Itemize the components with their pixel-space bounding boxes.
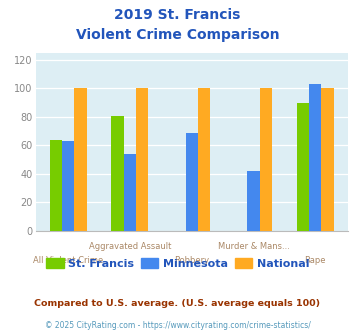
Text: © 2025 CityRating.com - https://www.cityrating.com/crime-statistics/: © 2025 CityRating.com - https://www.city…: [45, 321, 310, 330]
Bar: [50, 140, 62, 231]
Bar: [62, 141, 75, 231]
Text: Violent Crime Comparison: Violent Crime Comparison: [76, 28, 279, 42]
Bar: [297, 103, 309, 231]
Text: All Violent Crime: All Violent Crime: [33, 256, 103, 265]
Bar: [124, 154, 136, 231]
Text: 2019 St. Francis: 2019 St. Francis: [114, 8, 241, 22]
Text: Murder & Mans...: Murder & Mans...: [218, 242, 289, 251]
Bar: [321, 88, 334, 231]
Text: Rape: Rape: [305, 256, 326, 265]
Bar: [309, 84, 321, 231]
Bar: [198, 88, 210, 231]
Legend: St. Francis, Minnesota, National: St. Francis, Minnesota, National: [41, 254, 314, 273]
Bar: [260, 88, 272, 231]
Bar: [75, 88, 87, 231]
Bar: [111, 115, 124, 231]
Bar: [186, 133, 198, 231]
Bar: [247, 171, 260, 231]
Text: Robbery: Robbery: [174, 256, 209, 265]
Bar: [136, 88, 148, 231]
Text: Compared to U.S. average. (U.S. average equals 100): Compared to U.S. average. (U.S. average …: [34, 299, 321, 308]
Text: Aggravated Assault: Aggravated Assault: [89, 242, 171, 251]
